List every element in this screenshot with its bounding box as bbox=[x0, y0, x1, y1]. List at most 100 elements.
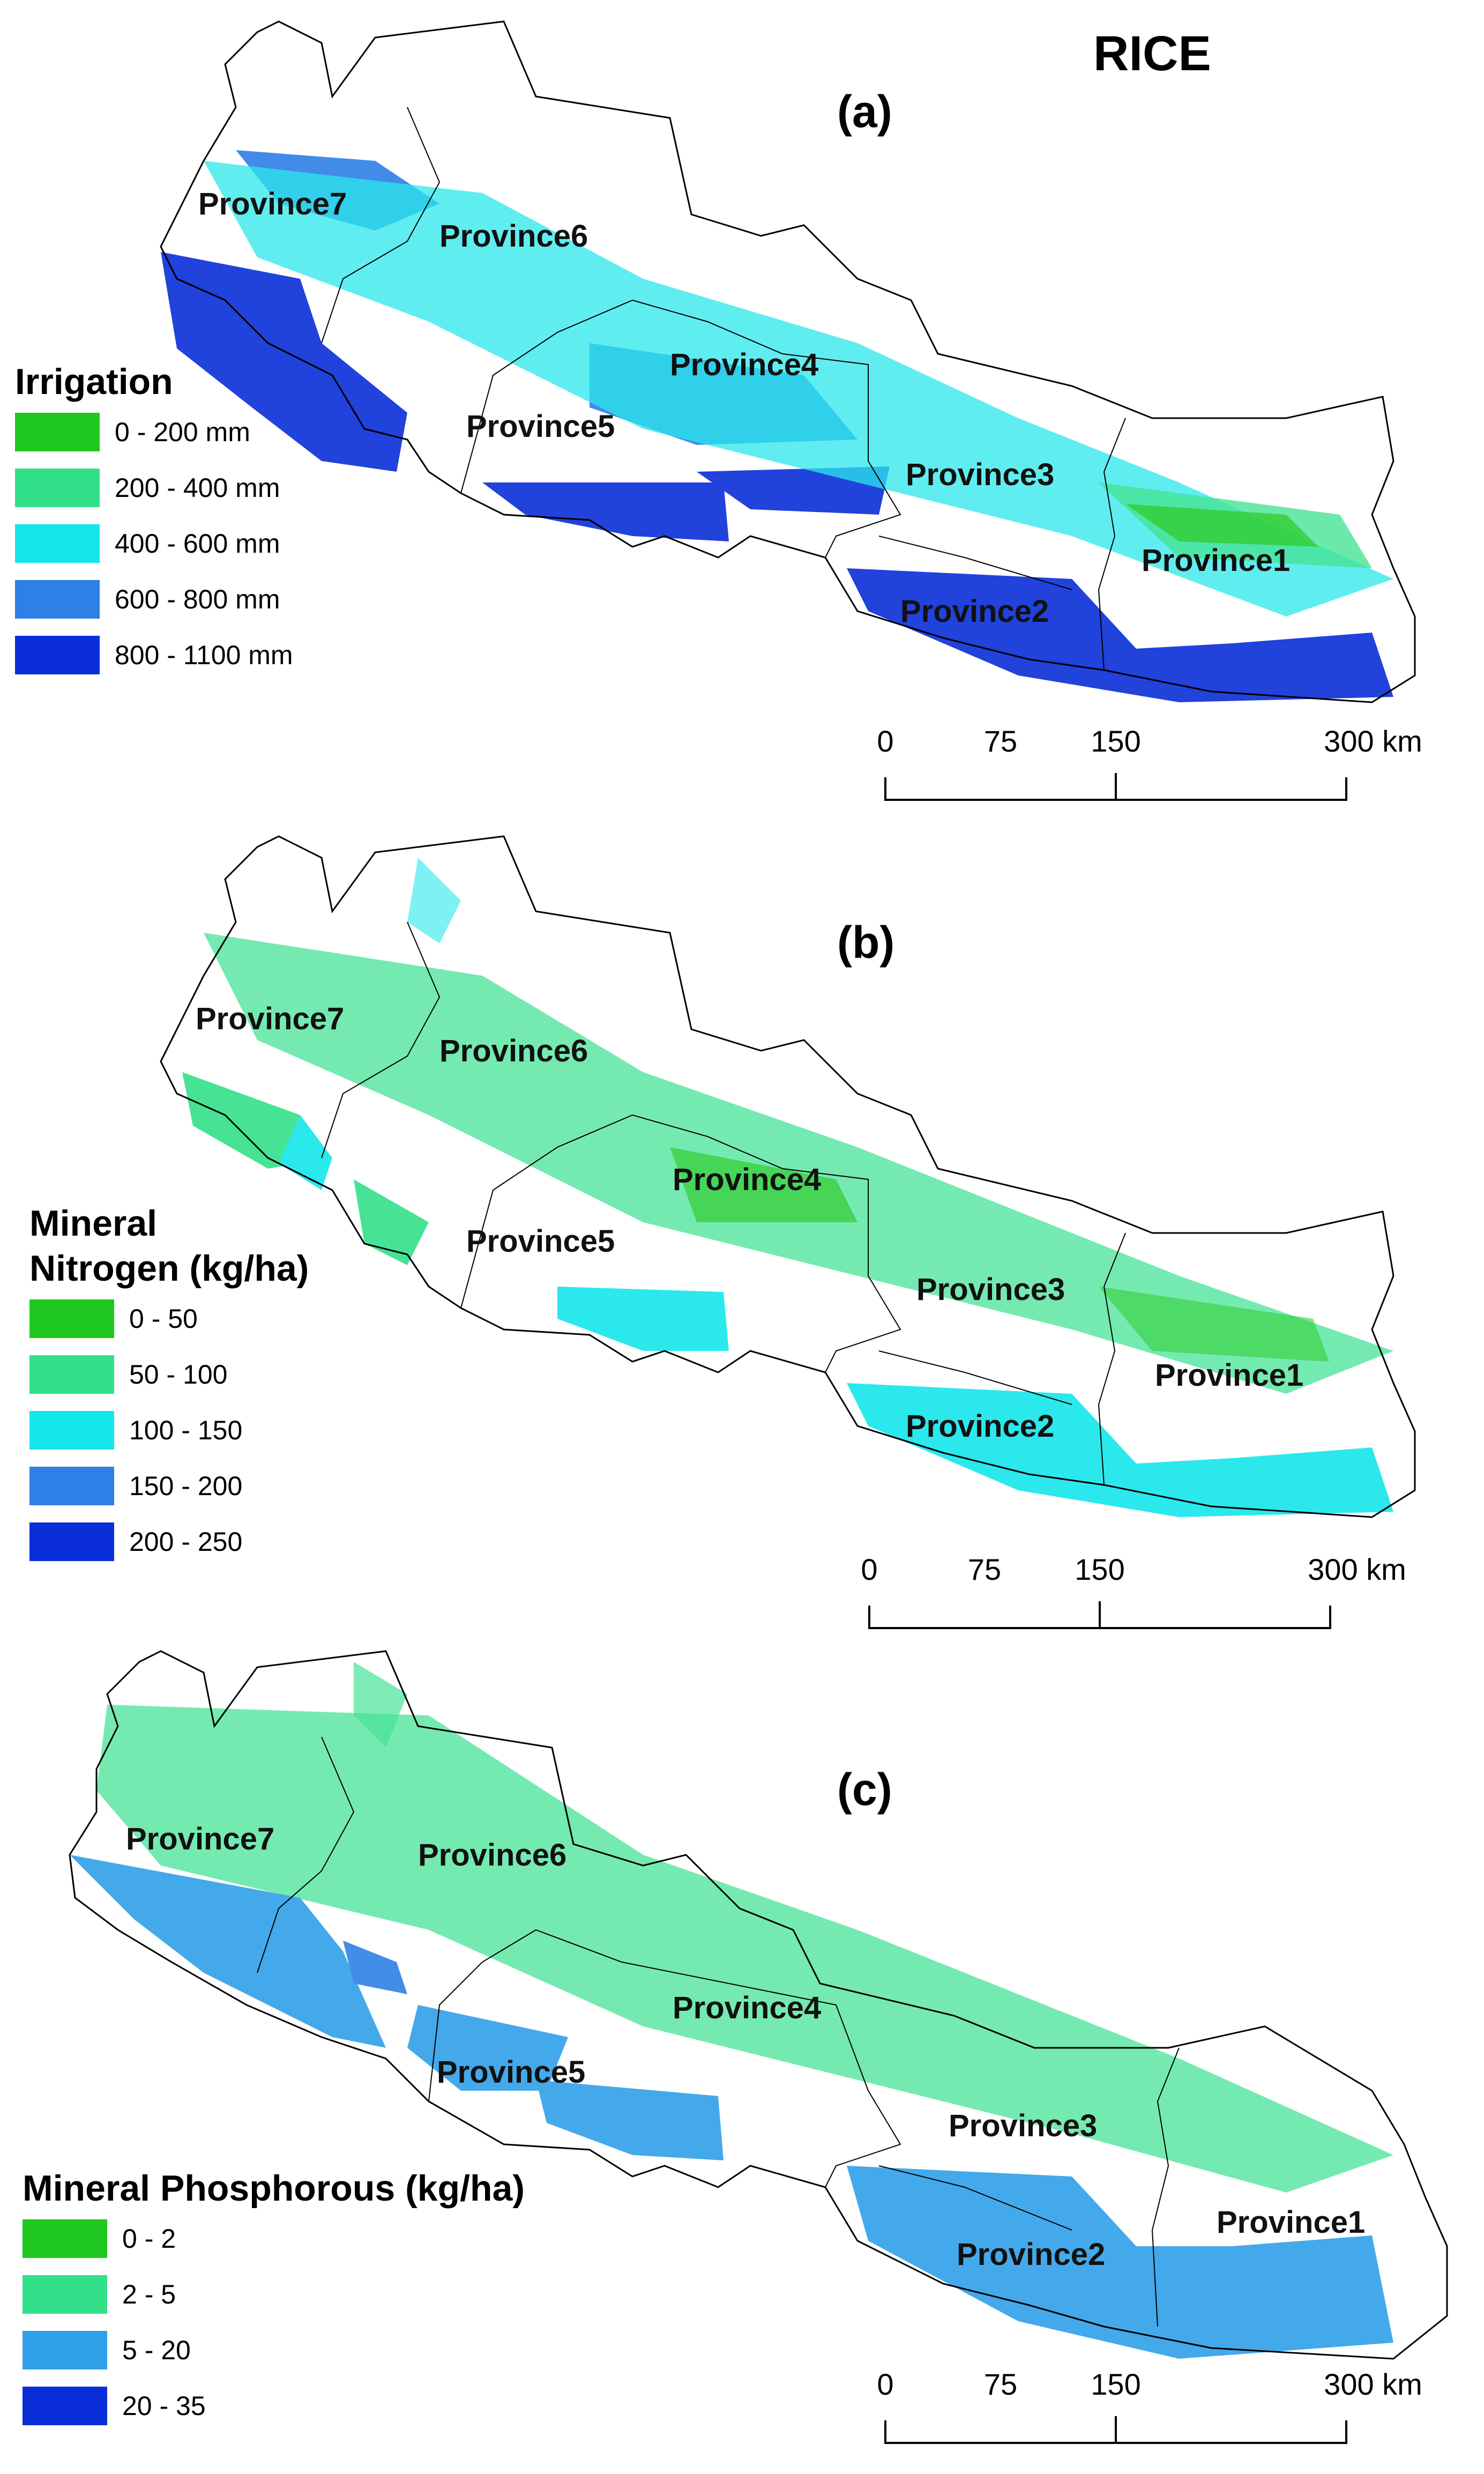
legend-swatch bbox=[15, 524, 100, 563]
scale-tick-label: 75 bbox=[983, 724, 1018, 758]
legend-swatch bbox=[23, 2219, 107, 2258]
legend-label: 2 - 5 bbox=[122, 2279, 176, 2309]
scale-bar-tick bbox=[1115, 2416, 1117, 2444]
country-boundary bbox=[69, 1650, 1448, 2360]
legend-label: 5 - 20 bbox=[122, 2335, 191, 2365]
legend-item: 5 - 20 bbox=[23, 2322, 525, 2378]
legend-label: 20 - 35 bbox=[122, 2391, 206, 2421]
legend-label: 600 - 800 mm bbox=[115, 584, 280, 614]
map-nepal-irrigation: Province7 Province6 Province4 Province5 … bbox=[160, 20, 1416, 703]
legend-nitrogen: Mineral Nitrogen (kg/ha) 0 - 50 50 - 100 1… bbox=[29, 1201, 309, 1570]
province-label: Province5 bbox=[466, 1224, 615, 1259]
legend-title: Irrigation bbox=[15, 361, 173, 402]
legend-label: 100 - 150 bbox=[129, 1415, 243, 1445]
scale-bar-tick bbox=[868, 1606, 870, 1629]
legend-label: 50 - 100 bbox=[129, 1359, 228, 1390]
legend-swatch bbox=[15, 413, 100, 451]
legend-item: 800 - 1100 mm bbox=[15, 627, 293, 683]
province-label: Province5 bbox=[466, 409, 615, 444]
map-nepal-phosphorous: Province7 Province6 Province4 Province5 … bbox=[69, 1650, 1448, 2360]
panel-label: (a) bbox=[837, 86, 892, 137]
legend-label: 200 - 250 bbox=[129, 1527, 243, 1557]
province-label: Province3 bbox=[906, 457, 1054, 492]
legend-item: 0 - 50 bbox=[29, 1291, 309, 1347]
province-label: Province6 bbox=[418, 1838, 566, 1873]
province-label: Province7 bbox=[198, 187, 347, 221]
legend-swatch bbox=[15, 580, 100, 619]
scale-tick-label: 0 bbox=[861, 1552, 878, 1586]
country-boundary bbox=[160, 835, 1416, 1518]
legend-item: 200 - 250 bbox=[29, 1514, 309, 1570]
legend-title: Mineral Nitrogen (kg/ha) bbox=[29, 1203, 309, 1289]
legend-item: 150 - 200 bbox=[29, 1458, 309, 1514]
legend-item: 200 - 400 mm bbox=[15, 460, 293, 516]
scale-bar-tick bbox=[1099, 1601, 1101, 1629]
province-label: Province4 bbox=[670, 347, 818, 382]
scale-tick-label: 0 bbox=[877, 2367, 894, 2401]
legend-swatch bbox=[15, 636, 100, 674]
legend-swatch bbox=[29, 1522, 114, 1561]
legend-label: 800 - 1100 mm bbox=[115, 640, 293, 670]
scale-tick-label: 75 bbox=[967, 1552, 1002, 1586]
province-label: Province2 bbox=[906, 1409, 1054, 1444]
scale-bar: 0 75 150 300 km bbox=[877, 2367, 1422, 2474]
scale-tick-label: 300 km bbox=[1324, 724, 1422, 758]
scale-tick-label: 150 bbox=[1091, 2367, 1141, 2401]
legend-label: 0 - 2 bbox=[122, 2224, 176, 2254]
legend-item: 50 - 100 bbox=[29, 1347, 309, 1402]
legend-item: 600 - 800 mm bbox=[15, 571, 293, 627]
scale-bar-tick bbox=[1345, 2420, 1347, 2444]
province-label: Province1 bbox=[1142, 543, 1290, 578]
panel-a: Province7 Province6 Province4 Province5 … bbox=[0, 0, 1484, 809]
province-label: Province1 bbox=[1217, 2205, 1365, 2240]
province-boundaries bbox=[257, 1736, 1180, 2327]
province-label: Province6 bbox=[439, 1034, 588, 1068]
legend-swatch bbox=[29, 1299, 114, 1338]
province-label: Province3 bbox=[916, 1272, 1065, 1307]
province-boundaries bbox=[321, 107, 1126, 671]
scale-bar-tick bbox=[1345, 777, 1347, 801]
province-label: Province4 bbox=[673, 1162, 821, 1197]
map-nepal-nitrogen: Province7 Province6 Province4 Province5 … bbox=[160, 835, 1416, 1518]
scale-bar-tick bbox=[1115, 773, 1117, 801]
province-label: Province5 bbox=[437, 2055, 585, 2090]
province-label: Province1 bbox=[1155, 1358, 1303, 1393]
legend-swatch bbox=[23, 2331, 107, 2369]
legend-item: 2 - 5 bbox=[23, 2267, 525, 2322]
legend-item: 0 - 2 bbox=[23, 2211, 525, 2267]
legend-label: 200 - 400 mm bbox=[115, 473, 280, 503]
panel-b: Province7 Province6 Province4 Province5 … bbox=[0, 815, 1484, 1629]
scale-tick-label: 0 bbox=[877, 724, 894, 758]
legend-label: 400 - 600 mm bbox=[115, 529, 280, 559]
scale-bar: 0 75 150 300 km bbox=[877, 724, 1422, 831]
legend-label: 0 - 200 mm bbox=[115, 417, 250, 447]
legend-label: 0 - 50 bbox=[129, 1304, 198, 1334]
scale-tick-label: 300 km bbox=[1308, 1552, 1406, 1586]
scale-bar-tick bbox=[1329, 1606, 1331, 1629]
panel-c: Province7 Province6 Province4 Province5 … bbox=[0, 1630, 1484, 2444]
province-label: Province4 bbox=[673, 1990, 821, 2025]
legend-swatch bbox=[29, 1411, 114, 1450]
scale-tick-label: 75 bbox=[983, 2367, 1018, 2401]
legend-swatch bbox=[23, 2387, 107, 2425]
legend-phosphorous: Mineral Phosphorous (kg/ha) 0 - 2 2 - 5 5 … bbox=[23, 2166, 525, 2434]
legend-label: 150 - 200 bbox=[129, 1471, 243, 1501]
province-label: Province2 bbox=[900, 594, 1049, 629]
scale-tick-label: 300 km bbox=[1324, 2367, 1422, 2401]
legend-item: 20 - 35 bbox=[23, 2378, 525, 2434]
figure-title: RICE bbox=[1093, 26, 1211, 81]
province-labels: Province7 Province6 Province4 Province5 … bbox=[198, 187, 1290, 629]
scale-bar-tick bbox=[884, 777, 886, 801]
legend-swatch bbox=[23, 2275, 107, 2314]
scale-tick-label: 150 bbox=[1075, 1552, 1125, 1586]
province-label: Province7 bbox=[196, 1001, 344, 1036]
province-labels: Province7 Province6 Province4 Province5 … bbox=[196, 1001, 1303, 1444]
province-label: Province2 bbox=[957, 2237, 1105, 2272]
province-label: Province3 bbox=[949, 2108, 1097, 2143]
legend-item: 400 - 600 mm bbox=[15, 516, 293, 571]
legend-irrigation: Irrigation 0 - 200 mm 200 - 400 mm 400 - 6… bbox=[15, 359, 293, 683]
province-label: Province6 bbox=[439, 219, 588, 254]
legend-swatch bbox=[15, 469, 100, 507]
legend-item: 0 - 200 mm bbox=[15, 404, 293, 460]
legend-swatch bbox=[29, 1467, 114, 1505]
